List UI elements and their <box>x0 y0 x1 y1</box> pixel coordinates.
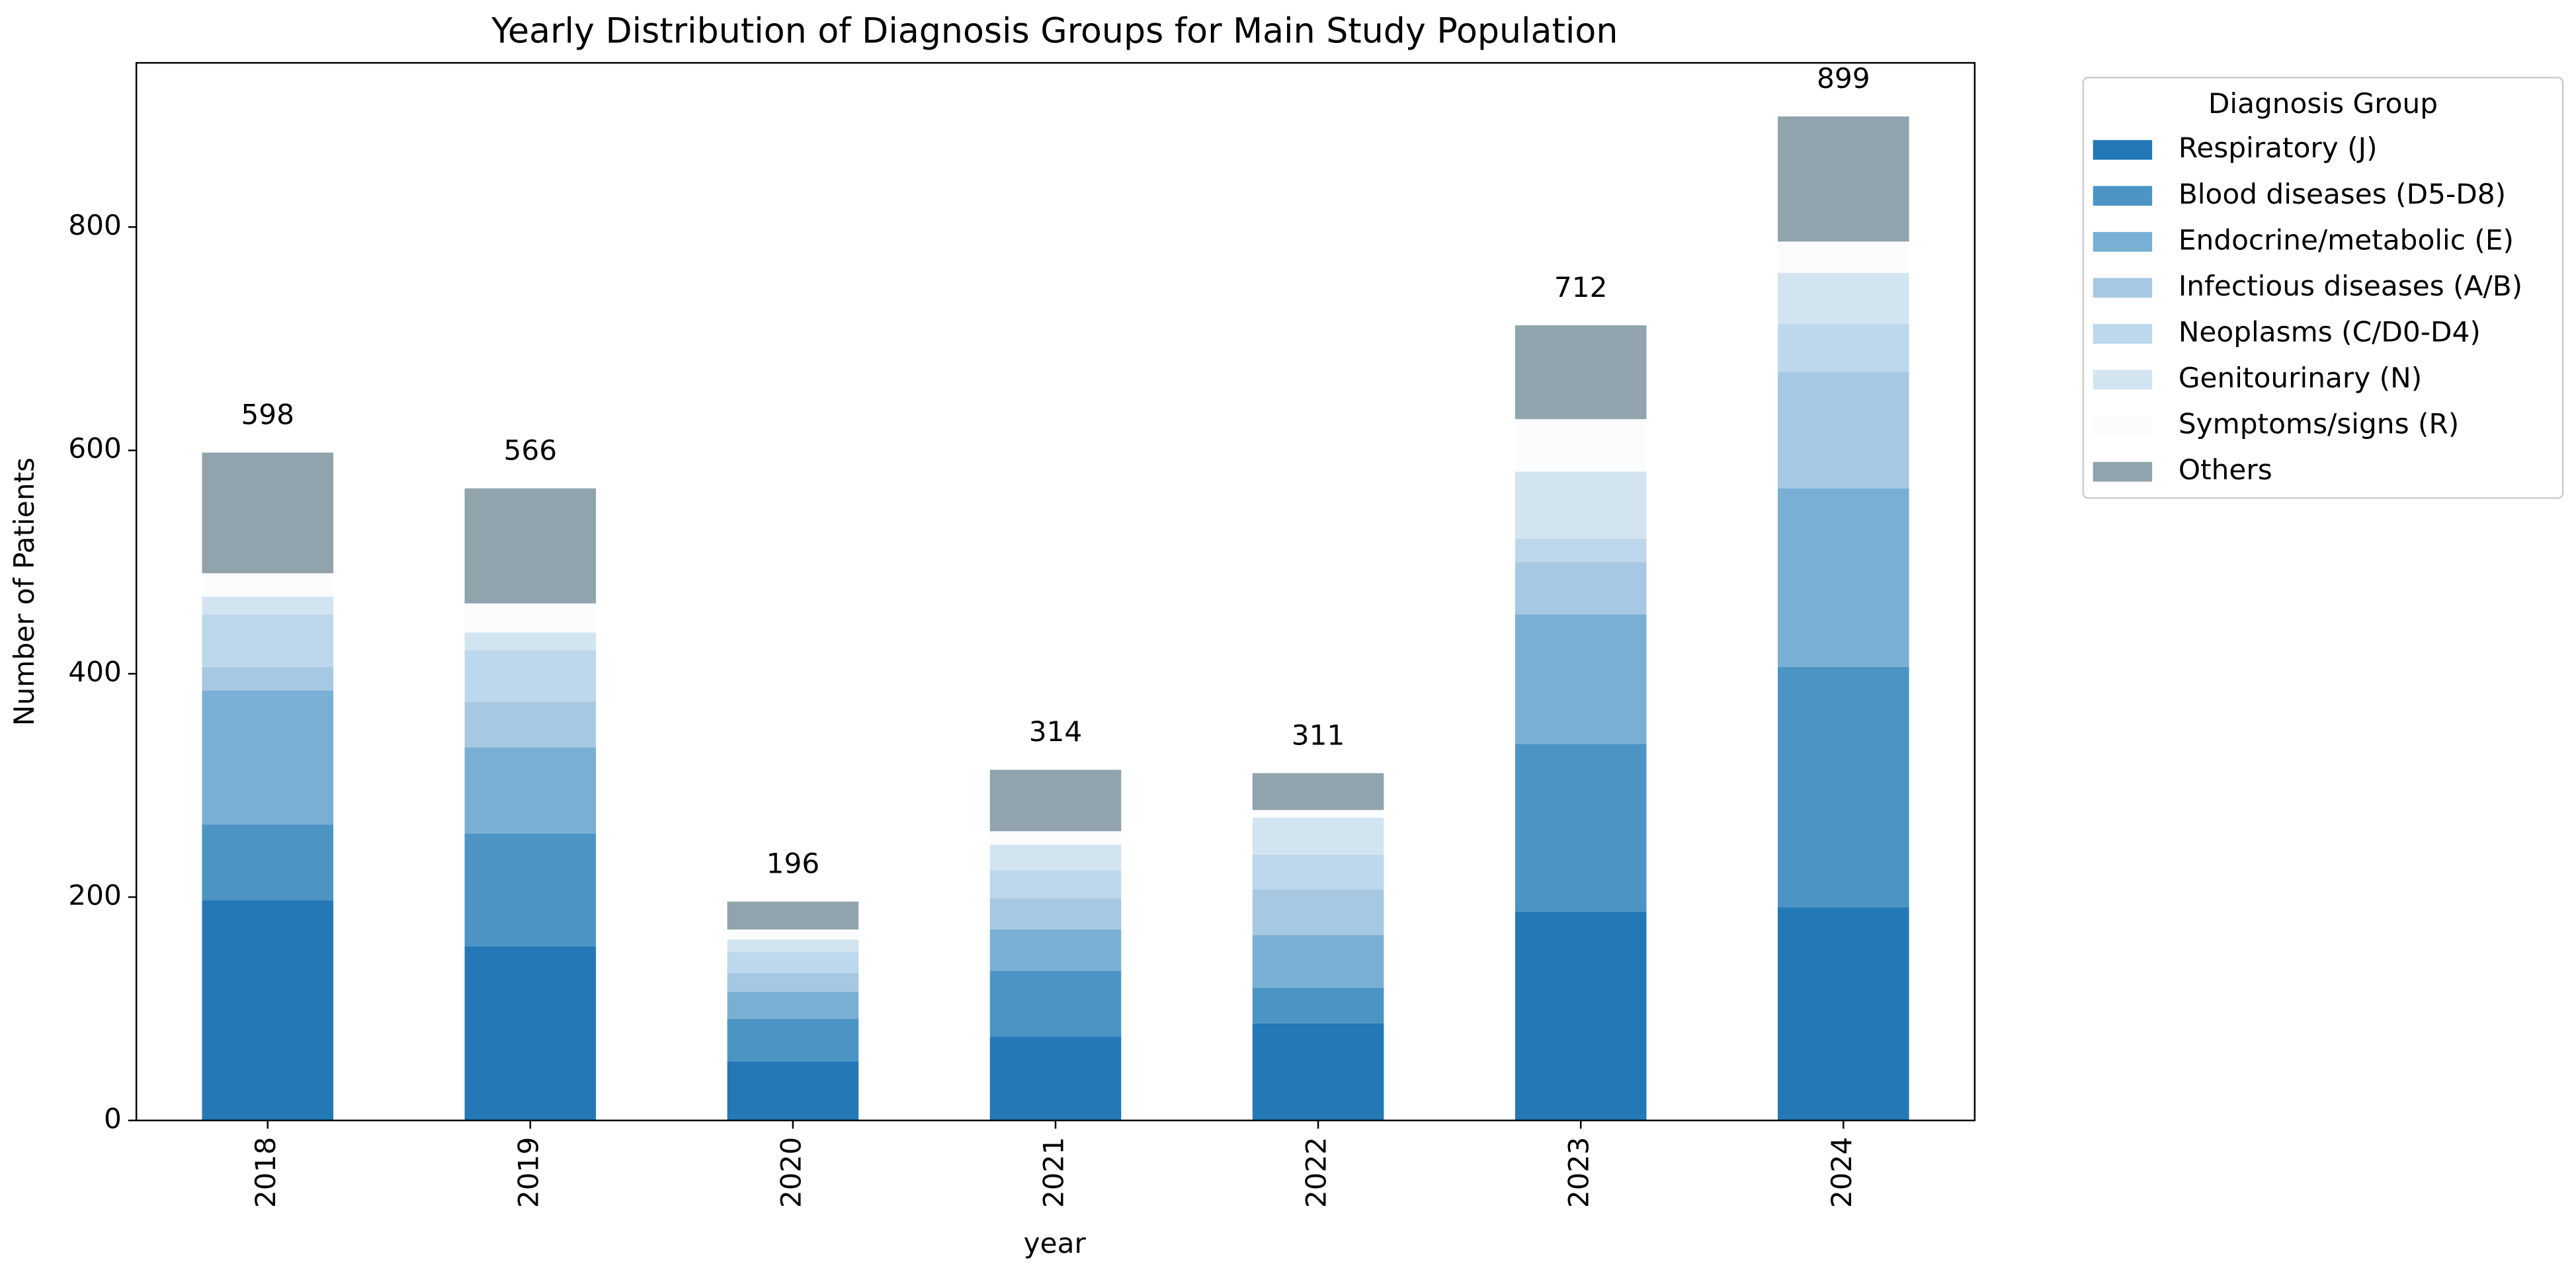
x-axis-label: year <box>1024 1227 1087 1259</box>
bar-segment <box>1778 241 1909 273</box>
total-label: 899 <box>1817 62 1870 95</box>
chart-title: Yearly Distribution of Diagnosis Groups … <box>491 11 1618 51</box>
legend-title: Diagnosis Group <box>2208 87 2438 120</box>
bar-segment <box>202 824 333 901</box>
legend-label: Genitourinary (N) <box>2179 362 2422 394</box>
bar-segment <box>464 747 597 834</box>
plot-area <box>202 116 1909 1121</box>
legend-swatch <box>2093 139 2153 160</box>
bar-segment <box>1515 418 1647 472</box>
bar-segment <box>1252 1023 1384 1121</box>
bar-segment <box>1778 116 1909 242</box>
legend-label: Others <box>2179 454 2272 486</box>
x-tick-label: 2023 <box>1563 1137 1595 1208</box>
bar-segment <box>1252 935 1384 988</box>
bar-segment <box>1252 773 1384 811</box>
legend-label: Infectious diseases (A/B) <box>2179 270 2522 302</box>
legend-swatch <box>2093 370 2153 390</box>
bar-segment <box>1778 907 1909 1121</box>
bar-segment <box>1515 614 1647 744</box>
bar-segment <box>989 898 1122 930</box>
legend-label: Respiratory (J) <box>2179 132 2378 164</box>
bar-segment <box>202 900 333 1121</box>
y-axis-label: Number of Patients <box>8 457 40 726</box>
bar-segment <box>1515 325 1647 419</box>
bar-segment <box>1252 854 1384 890</box>
legend: Diagnosis Group Respiratory (J) Blood dis… <box>2082 77 2564 499</box>
bar-segment <box>989 770 1122 832</box>
x-tick-label: 2020 <box>774 1137 807 1208</box>
bar-segment <box>1778 324 1909 372</box>
bar-segment <box>989 831 1122 845</box>
bar-segment <box>464 833 597 947</box>
legend-swatch <box>2093 416 2153 436</box>
x-tick-label: 2021 <box>1038 1137 1070 1208</box>
y-tick-label: 800 <box>68 209 122 241</box>
bar-segment <box>989 971 1122 1037</box>
bar-segment <box>727 951 859 973</box>
bar-segment <box>1252 818 1384 855</box>
y-tick-label: 0 <box>104 1102 122 1134</box>
bar-segment <box>464 650 597 702</box>
legend-swatch <box>2093 231 2153 252</box>
bar-segment <box>727 929 859 940</box>
bar-segment <box>464 946 597 1121</box>
bar-segment <box>202 666 333 691</box>
legend-label: Neoplasms (C/D0-D4) <box>2179 315 2481 348</box>
x-tick-label: 2024 <box>1825 1137 1858 1208</box>
legend-box <box>2082 77 2564 499</box>
bar-segment <box>727 1061 859 1121</box>
legend-swatch <box>2093 324 2153 344</box>
bar-segment <box>1252 987 1384 1023</box>
bar-segment <box>727 901 859 930</box>
bar-segment <box>989 1037 1122 1121</box>
bar-segment <box>1778 488 1909 667</box>
legend-label: Endocrine/metabolic (E) <box>2179 223 2514 256</box>
bar-segment <box>989 844 1122 871</box>
legend-swatch <box>2093 461 2153 482</box>
legend-swatch <box>2093 186 2153 206</box>
total-label: 314 <box>1029 715 1083 748</box>
bar-segment <box>1515 471 1647 539</box>
bar-segment <box>202 690 333 825</box>
bar-segment <box>1778 372 1909 489</box>
bar-segment <box>1515 562 1647 615</box>
bar-segment <box>1515 744 1647 912</box>
bar-segment <box>989 870 1122 898</box>
bar-segment <box>1252 889 1384 935</box>
bar-segment <box>202 614 333 667</box>
y-tick-label: 600 <box>68 432 122 465</box>
bar-segment <box>727 973 859 992</box>
bar-segment <box>1515 911 1647 1121</box>
bar-segment <box>727 1019 859 1062</box>
bar-segment <box>1252 810 1384 818</box>
bar-segment <box>1778 272 1909 325</box>
bar-segment <box>727 939 859 952</box>
y-tick-label: 400 <box>68 656 122 688</box>
total-label: 196 <box>767 848 820 880</box>
bar-segment <box>464 603 597 633</box>
bar-segment <box>1515 538 1647 563</box>
total-label: 311 <box>1292 719 1345 751</box>
legend-swatch <box>2093 278 2153 298</box>
bar-segment <box>202 596 333 615</box>
bar-segment <box>464 488 597 604</box>
bar-segment <box>464 701 597 748</box>
bar-segment <box>989 929 1122 971</box>
x-tick-label: 2019 <box>512 1137 544 1208</box>
bar-segment <box>202 573 333 597</box>
total-label: 598 <box>241 398 294 430</box>
y-tick-label: 200 <box>68 879 122 911</box>
bar-segment <box>1778 666 1909 908</box>
total-label: 712 <box>1554 271 1608 303</box>
bar-segment <box>727 992 859 1019</box>
total-label: 566 <box>504 434 558 467</box>
x-tick-label: 2018 <box>249 1137 282 1208</box>
legend-label: Symptoms/signs (R) <box>2179 408 2459 440</box>
bar-segment <box>464 632 597 651</box>
bar-segment <box>202 452 333 574</box>
legend-label: Blood diseases (D5-D8) <box>2179 178 2506 210</box>
x-tick-label: 2022 <box>1300 1137 1333 1208</box>
